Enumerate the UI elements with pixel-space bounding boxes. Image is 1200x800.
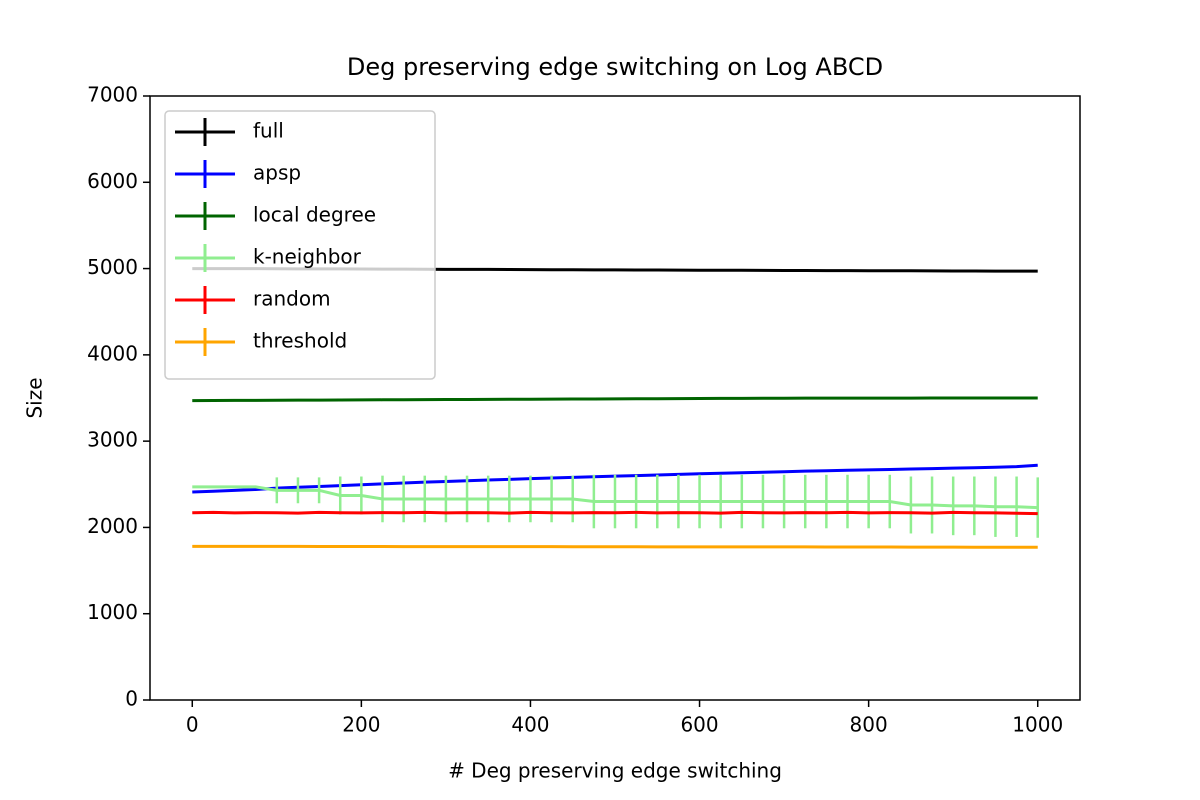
y-tick-label: 3000: [87, 428, 138, 452]
x-tick-label: 400: [511, 713, 549, 737]
y-axis-label: Size: [23, 377, 47, 418]
legend-label: random: [253, 287, 331, 311]
y-tick-label: 5000: [87, 255, 138, 279]
legend-label: local degree: [253, 203, 376, 227]
x-tick-label: 200: [342, 713, 380, 737]
y-tick-label: 2000: [87, 514, 138, 538]
x-tick-label: 600: [680, 713, 718, 737]
x-tick-label: 0: [186, 713, 199, 737]
x-tick-label: 1000: [1012, 713, 1063, 737]
series-line: [192, 485, 1038, 510]
series-line: [192, 544, 1038, 549]
legend-label: threshold: [253, 329, 347, 353]
x-axis-label: # Deg preserving edge switching: [448, 759, 782, 783]
y-tick-label: 6000: [87, 169, 138, 193]
series-line: [192, 396, 1038, 403]
y-tick-label: 4000: [87, 341, 138, 365]
x-tick-label: 800: [850, 713, 888, 737]
plot-frame: [149, 95, 1081, 701]
legend-box: [164, 110, 436, 380]
legend-label: apsp: [253, 161, 301, 185]
series-line: [192, 510, 1038, 516]
y-tick-label: 1000: [87, 600, 138, 624]
y-tick-label: 7000: [87, 83, 138, 107]
chart-title: Deg preserving edge switching on Log ABC…: [347, 53, 883, 81]
legend-label: full: [253, 119, 284, 143]
legend-label: k-neighbor: [253, 245, 362, 269]
y-tick-label: 0: [125, 687, 138, 711]
